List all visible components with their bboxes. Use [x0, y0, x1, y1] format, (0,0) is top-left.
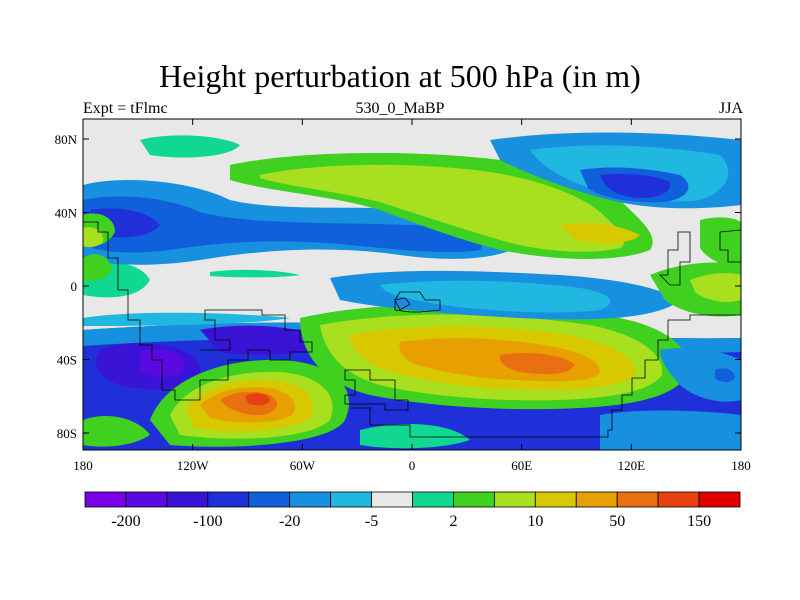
colorbar-swatch: [371, 491, 413, 508]
colorbar-swatch: [248, 491, 291, 508]
colorbar-swatch: [698, 491, 741, 508]
colorbar-swatch: [493, 491, 536, 508]
contour-fields: [83, 119, 741, 450]
coastline-segment: [394, 291, 441, 313]
coastline-segment: [350, 407, 613, 438]
x-tick-label: 180: [73, 458, 93, 473]
colorbar-swatch: [166, 491, 209, 508]
y-tick-label: 40N: [55, 206, 78, 221]
coastline-segment: [659, 231, 691, 286]
colorbar-label: -200: [111, 513, 140, 530]
colorbar-swatch: [453, 491, 495, 508]
colorbar-label: 50: [609, 513, 625, 530]
coastline-segment: [394, 297, 411, 311]
colorbar-swatch: [575, 491, 618, 508]
y-tick-label: 0: [71, 279, 78, 294]
colorbar-swatch: [207, 491, 250, 508]
colorbar-label: -20: [279, 513, 300, 530]
x-tick-label: 60E: [511, 458, 532, 473]
colorbar-label: 150: [687, 513, 711, 530]
colorbar-swatch: [657, 491, 700, 508]
colorbar: -200 -100 -20 -5 2 10 50 150: [84, 491, 741, 530]
colorbar-swatch: [289, 491, 332, 508]
y-tick-label: 80S: [57, 426, 77, 441]
colorbar-label: 2: [449, 513, 457, 530]
colorbar-label: -5: [365, 513, 378, 530]
experiment-label: Expt = tFlmc: [83, 100, 168, 117]
x-tick-label: 0: [409, 458, 416, 473]
run-label: 530_0_MaBP: [355, 100, 445, 117]
coastline-segment: [719, 229, 741, 263]
colorbar-swatch: [534, 491, 577, 508]
coastline-segment: [344, 369, 409, 411]
x-tick-label: 120E: [618, 458, 646, 473]
coastline-segment: [610, 314, 741, 411]
colorbar-label: -100: [193, 513, 222, 530]
colorbar-label: 10: [527, 513, 543, 530]
x-tick-label: 120W: [177, 458, 210, 473]
chart-title: Height perturbation at 500 hPa (in m): [159, 58, 641, 94]
season-label: JJA: [718, 100, 743, 117]
coastline-segment: [83, 221, 313, 401]
colorbar-swatch: [125, 491, 168, 508]
x-tick-label: 180: [731, 458, 751, 473]
colorbar-swatch: [84, 491, 127, 508]
colorbar-swatch: [412, 491, 454, 508]
coastline: [83, 221, 741, 438]
colorbar-swatch: [616, 491, 659, 508]
y-tick-label: 40S: [57, 353, 77, 368]
y-axis: 80N 40N 0 40S 80S: [55, 132, 741, 441]
x-tick-label: 60W: [290, 458, 316, 473]
x-axis: 180 120W 60W 0 60E 120E 180: [73, 119, 751, 473]
colorbar-swatch: [330, 491, 372, 508]
y-tick-label: 80N: [55, 132, 78, 147]
